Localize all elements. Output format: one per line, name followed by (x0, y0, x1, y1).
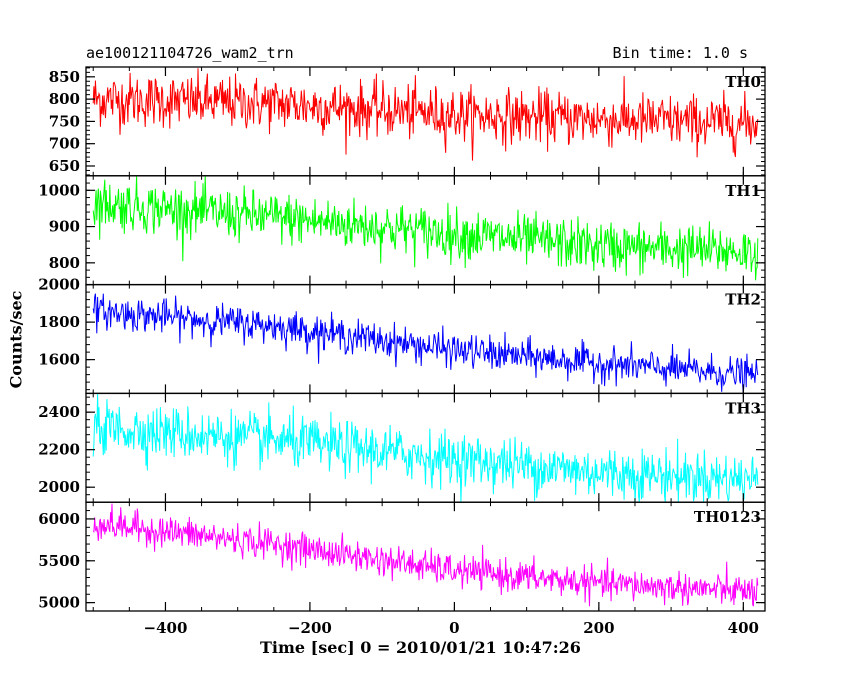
y-tick-label: 900 (49, 218, 80, 236)
y-tick-label: 2000 (38, 478, 80, 496)
x-axis-label: Time [sec] 0 = 2010/01/21 10:47:26 (260, 638, 581, 657)
y-tick-label: 5000 (38, 594, 80, 612)
panel-label-th1: TH1 (725, 182, 761, 200)
panel-label-th2: TH2 (725, 291, 761, 309)
y-tick-label: 2200 (38, 441, 80, 459)
panel-label-th0: TH0 (725, 73, 761, 91)
series-line-th3 (92, 393, 759, 503)
y-tick-label: 650 (49, 157, 80, 175)
x-tick-label: 400 (728, 619, 759, 637)
y-tick-label: 1000 (38, 181, 80, 199)
y-tick-label: 800 (49, 254, 80, 272)
y-tick-label: 1600 (38, 351, 80, 369)
y-tick-label: 700 (49, 135, 80, 153)
panel-label-th0123: TH0123 (694, 508, 761, 526)
y-tick-label: 5500 (38, 552, 80, 570)
y-axis-label: Counts/sec (6, 290, 26, 389)
y-tick-label: 1800 (38, 313, 80, 331)
x-tick-label: −200 (288, 619, 332, 637)
y-tick-label: 6000 (38, 510, 80, 528)
y-tick-label: 850 (49, 68, 80, 86)
x-tick-label: 0 (449, 619, 459, 637)
series-line-th0 (92, 68, 759, 161)
series-line-th1 (92, 175, 759, 281)
y-tick-label: 800 (49, 90, 80, 108)
panel-frame-th1 (85, 175, 766, 286)
series-line-th2 (92, 293, 759, 394)
chart-title: ae100121104726_wam2_trn (86, 44, 294, 62)
y-tick-label: 2000 (38, 276, 80, 294)
bin-time-label: Bin time: 1.0 s (612, 44, 748, 62)
panel-label-th3: TH3 (725, 399, 761, 417)
y-tick-label: 2400 (38, 403, 80, 421)
x-tick-label: 200 (583, 619, 614, 637)
panel-frame-th2 (85, 283, 766, 395)
y-tick-label: 750 (49, 112, 80, 130)
x-tick-label: −400 (144, 619, 188, 637)
panel-frame-th0123 (85, 501, 766, 612)
series-line-th0123 (92, 503, 759, 607)
